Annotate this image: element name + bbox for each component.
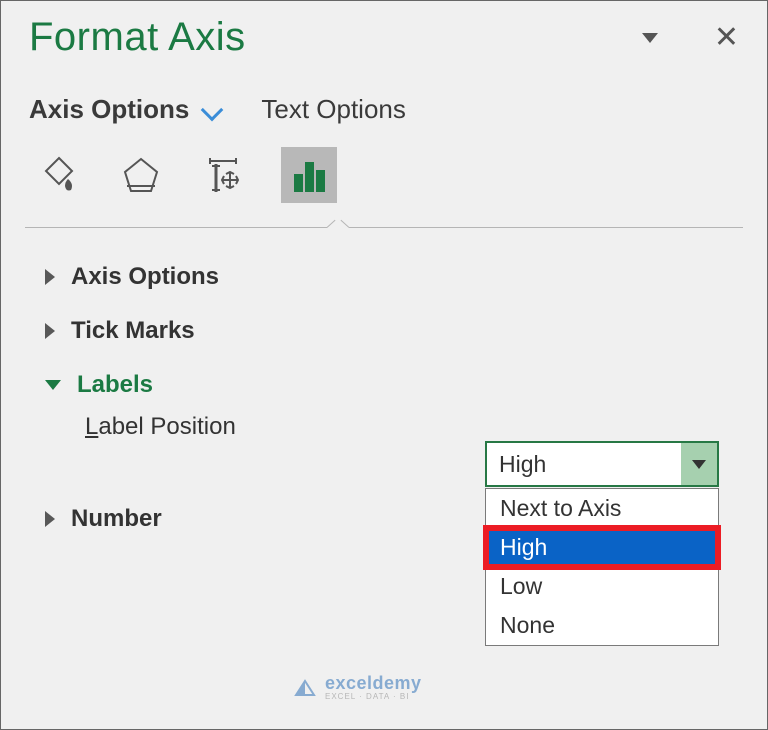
label-position-combo-wrap: High Next to Axis High Low None xyxy=(485,441,719,646)
section-tick-marks[interactable]: Tick Marks xyxy=(1,291,767,345)
watermark-logo-icon xyxy=(293,675,317,699)
dropdown-option-low[interactable]: Low xyxy=(486,567,718,606)
axis-options-icon[interactable] xyxy=(281,147,337,203)
dropdown-option-high[interactable]: High xyxy=(486,528,718,567)
panel-header: Format Axis ✕ xyxy=(1,1,767,60)
tab-axis-options[interactable]: Axis Options xyxy=(29,94,223,125)
collapse-icon xyxy=(45,380,61,390)
divider-notch-icon xyxy=(327,219,349,235)
watermark-brand: exceldemy xyxy=(325,673,422,693)
watermark-text-wrap: exceldemy EXCEL · DATA · BI xyxy=(325,673,422,701)
tab-axis-options-label: Axis Options xyxy=(29,94,189,125)
effects-icon[interactable] xyxy=(117,151,165,199)
fill-line-icon[interactable] xyxy=(35,151,83,199)
section-number-label: Number xyxy=(71,505,162,533)
section-labels-label: Labels xyxy=(77,371,153,399)
section-axis-options-label: Axis Options xyxy=(71,263,219,291)
label-position-row: Label Position xyxy=(1,399,767,441)
tab-text-options[interactable]: Text Options xyxy=(261,94,406,125)
watermark-tagline: EXCEL · DATA · BI xyxy=(325,692,422,701)
panel-controls: ✕ xyxy=(642,23,739,53)
section-labels[interactable]: Labels xyxy=(1,345,767,399)
label-position-combo[interactable]: High xyxy=(485,441,719,487)
panel-title: Format Axis xyxy=(29,15,246,60)
size-properties-icon[interactable] xyxy=(199,151,247,199)
expand-icon xyxy=(45,269,55,285)
chevron-down-icon xyxy=(201,99,223,121)
dropdown-option-next-to-axis[interactable]: Next to Axis xyxy=(486,489,718,528)
expand-icon xyxy=(45,323,55,339)
section-divider xyxy=(25,219,743,237)
tab-row: Axis Options Text Options xyxy=(1,60,767,125)
watermark: exceldemy EXCEL · DATA · BI xyxy=(293,673,422,701)
chevron-down-icon xyxy=(692,460,706,469)
label-position-value: High xyxy=(487,443,681,485)
close-icon[interactable]: ✕ xyxy=(714,23,739,53)
combo-dropdown-button[interactable] xyxy=(681,443,717,485)
expand-icon xyxy=(45,511,55,527)
options-menu-icon[interactable] xyxy=(642,33,658,43)
section-tick-marks-label: Tick Marks xyxy=(71,317,195,345)
label-position-label: Label Position xyxy=(85,413,236,441)
label-position-dropdown: Next to Axis High Low None xyxy=(485,488,719,646)
category-icon-bar xyxy=(1,125,767,203)
dropdown-option-none[interactable]: None xyxy=(486,606,718,645)
section-axis-options[interactable]: Axis Options xyxy=(1,237,767,291)
